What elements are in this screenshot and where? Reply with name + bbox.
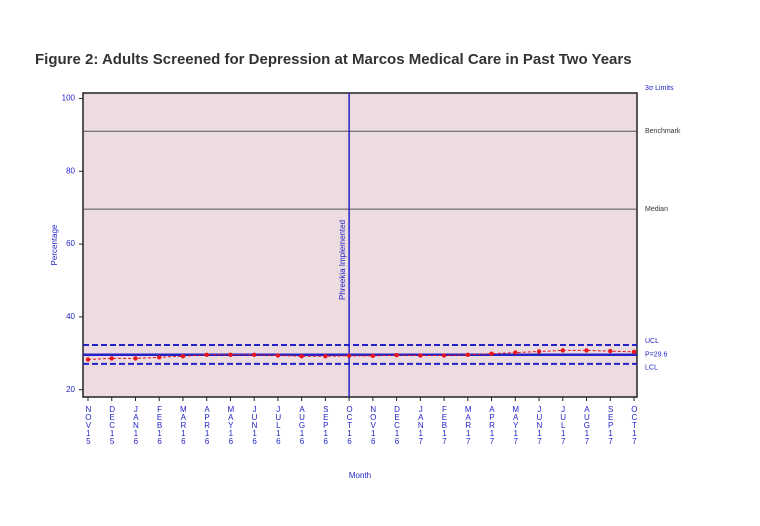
data-point (275, 353, 281, 358)
data-point (489, 351, 494, 356)
data-point (631, 349, 637, 355)
data-point (228, 352, 233, 357)
x-tick-label: DEC16 (392, 405, 401, 445)
data-point (346, 353, 352, 359)
data-point (513, 350, 518, 355)
data-point (560, 348, 565, 353)
reference-label: Median (645, 206, 668, 213)
annotation-label: Phreekia Implemented (338, 220, 347, 300)
y-tick-label: 40 (66, 312, 75, 321)
data-point (323, 354, 328, 359)
reference-label: Benchmark (645, 128, 681, 135)
x-tick-label: MAY17 (511, 405, 520, 445)
x-tick-label: NOV15 (84, 405, 93, 445)
x-tick-label: JAN16 (131, 405, 140, 445)
data-point (441, 353, 447, 358)
reference-label: LCL (645, 365, 658, 372)
data-point (157, 355, 162, 360)
x-tick-label: MAR16 (179, 405, 188, 445)
data-point (536, 349, 542, 354)
x-tick-label: SEP17 (606, 405, 615, 445)
data-point (608, 348, 613, 354)
x-tick-label: SEP16 (321, 405, 330, 445)
data-point (418, 353, 423, 358)
data-point (85, 357, 91, 362)
data-point (109, 356, 114, 361)
series-line (87, 349, 635, 361)
data-point (584, 348, 589, 353)
data-point (370, 353, 376, 359)
x-tick-label: AUG17 (582, 405, 591, 445)
reference-label: P=29.6 (645, 352, 667, 359)
x-tick-label: OCT17 (630, 405, 639, 445)
data-point (465, 352, 471, 357)
x-tick-label: FEB17 (440, 405, 449, 445)
plot-area (82, 92, 638, 398)
data-point (251, 352, 257, 357)
x-tick-label: APR17 (487, 405, 496, 445)
y-tick-label: 20 (66, 385, 75, 394)
limits-label: 3σ Limits (645, 85, 674, 92)
x-tick-label: JUN17 (535, 405, 544, 445)
x-tick-label: MAY16 (226, 405, 235, 445)
data-point (133, 356, 138, 361)
x-axis-title: Month (349, 471, 371, 480)
data-point (299, 354, 304, 359)
data-point (180, 354, 186, 359)
y-tick-label: 100 (62, 94, 76, 103)
x-tick-label: JUL17 (559, 405, 568, 445)
y-axis-title: Percentage (50, 224, 59, 265)
x-tick-label: MAR17 (464, 405, 473, 445)
x-tick-label: AUG16 (298, 405, 307, 445)
x-tick-label: JUN16 (250, 405, 259, 445)
y-tick-label: 60 (66, 239, 75, 248)
y-tick-label: 80 (66, 166, 75, 175)
data-point (394, 352, 399, 358)
x-tick-label: OCT16 (345, 405, 354, 445)
reference-label: UCL (645, 338, 659, 345)
x-tick-label: JAN17 (416, 405, 425, 445)
chart-title: Figure 2: Adults Screened for Depression… (35, 51, 632, 68)
x-tick-label: JUL16 (274, 405, 283, 445)
x-tick-label: DEC15 (108, 405, 117, 445)
x-tick-label: APR16 (203, 405, 212, 445)
data-point (204, 352, 209, 357)
x-tick-label: FEB16 (155, 405, 164, 445)
x-tick-label: NOV16 (369, 405, 378, 445)
